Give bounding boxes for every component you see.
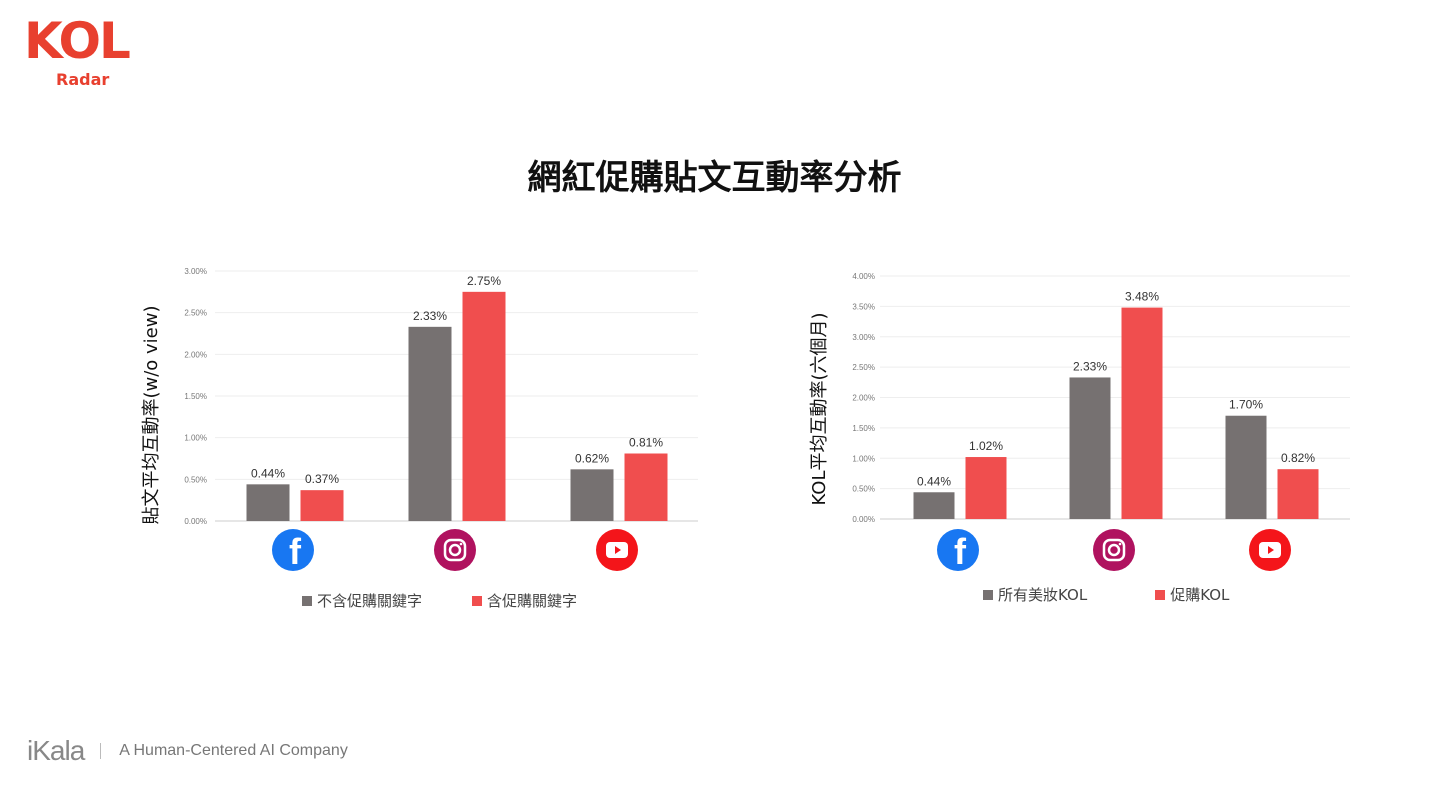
kol-radar-logo: KOL Radar: [24, 12, 139, 90]
data-label: 0.82%: [1281, 451, 1315, 465]
instagram-icon: [434, 529, 476, 571]
camera-dot: [1118, 542, 1122, 546]
facebook-icon-circle: [272, 529, 314, 571]
bar-instagram-0: [1069, 377, 1111, 519]
y-tick-label: 1.00%: [184, 434, 207, 443]
data-label: 0.62%: [575, 451, 609, 465]
bar-instagram-0: [408, 326, 452, 521]
facebook-icon: f: [272, 529, 314, 572]
y-tick-label: 4.00%: [852, 272, 875, 281]
y-tick-label: 0.50%: [852, 485, 875, 494]
bar-facebook-1: [965, 457, 1007, 519]
legend-label: 含促購關鍵字: [487, 592, 578, 610]
data-label: 0.44%: [917, 474, 951, 488]
y-tick-label: 2.50%: [184, 309, 207, 318]
data-label: 2.75%: [467, 274, 501, 288]
y-tick-label: 1.50%: [184, 392, 207, 401]
legend-item: 不含促購關鍵字: [302, 590, 422, 611]
facebook-f-glyph: f: [954, 531, 967, 572]
play-triangle: [615, 546, 621, 554]
instagram-icon: [1093, 529, 1135, 571]
legend-item: 含促購關鍵字: [472, 590, 577, 611]
y-tick-label: 0.00%: [852, 515, 875, 524]
camera-dot: [459, 542, 463, 546]
footer-brand: iKala: [27, 735, 85, 766]
data-label: 3.48%: [1125, 290, 1159, 304]
divider: [100, 743, 102, 759]
legend-label: 所有美妝KOL: [998, 586, 1088, 604]
youtube-icon: [596, 529, 638, 571]
y-tick-label: 3.50%: [852, 302, 875, 311]
bar-youtube-0: [570, 469, 614, 521]
camera-lens: [448, 543, 462, 557]
data-label: 2.33%: [1073, 359, 1107, 373]
bar-youtube-1: [624, 453, 668, 521]
data-label: 0.37%: [305, 472, 339, 486]
data-label: 0.44%: [251, 466, 285, 480]
facebook-f-glyph: f: [289, 531, 302, 572]
facebook-icon-circle: [937, 529, 979, 571]
bar-youtube-0: [1225, 415, 1267, 519]
legend-label: 不含促購關鍵字: [317, 592, 423, 610]
footer: iKala A Human-Centered AI Company: [27, 735, 348, 767]
camera-outline: [443, 538, 467, 562]
chart-1-legend: 不含促購關鍵字 含促購關鍵字: [302, 590, 577, 611]
legend-label: 促購KOL: [1170, 586, 1230, 604]
instagram-icon-circle: [1093, 529, 1135, 571]
page-title: 網紅促購貼文互動率分析: [527, 158, 902, 198]
legend-item: 所有美妝KOL: [983, 584, 1087, 605]
data-label: 0.81%: [629, 436, 663, 450]
y-tick-label: 3.00%: [852, 333, 875, 342]
camera-lens: [1107, 543, 1121, 557]
y-tick-label: 2.50%: [852, 363, 875, 372]
play-triangle: [1268, 546, 1274, 554]
bar-instagram-1: [462, 291, 506, 521]
y-tick-label: 3.00%: [184, 267, 207, 276]
logo-brand: KOL: [24, 12, 131, 70]
y-tick-label: 0.50%: [184, 475, 207, 484]
logo-sub: Radar: [56, 70, 110, 89]
y-tick-label: 1.00%: [852, 454, 875, 463]
instagram-icon-circle: [434, 529, 476, 571]
y-tick-label: 1.50%: [852, 424, 875, 433]
bar-instagram-1: [1121, 307, 1163, 519]
youtube-icon: [1249, 529, 1291, 571]
bar-facebook-1: [300, 490, 344, 521]
footer-tagline: A Human-Centered AI Company: [119, 742, 348, 759]
chart-2-legend: 所有美妝KOL 促購KOL: [983, 584, 1229, 605]
bar-youtube-1: [1277, 469, 1319, 519]
y-tick-label: 0.00%: [184, 517, 207, 526]
legend-item: 促購KOL: [1155, 584, 1229, 605]
data-label: 1.02%: [969, 439, 1003, 453]
y-tick-label: 2.00%: [184, 350, 207, 359]
camera-outline: [1102, 538, 1126, 562]
bar-facebook-0: [246, 484, 290, 521]
data-label: 2.33%: [413, 309, 447, 323]
facebook-icon: f: [937, 529, 979, 572]
y-tick-label: 2.00%: [852, 394, 875, 403]
data-label: 1.70%: [1229, 398, 1263, 412]
bar-facebook-0: [913, 492, 955, 519]
